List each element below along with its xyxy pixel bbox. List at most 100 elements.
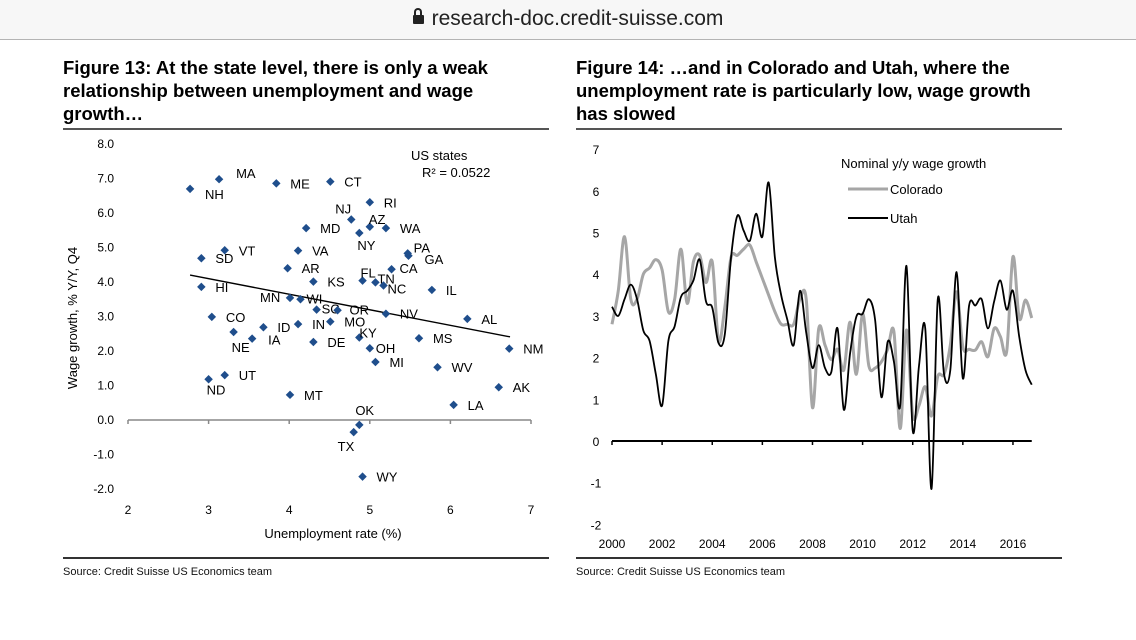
scatter-point-label: DE	[327, 335, 345, 350]
figure-14-bottom-rule	[576, 557, 1062, 559]
scatter-x-tick-label: 4	[286, 503, 293, 517]
scatter-x-axis-label: Unemployment rate (%)	[264, 526, 401, 541]
scatter-y-tick-label: 3.0	[97, 310, 114, 324]
scatter-point-hi	[197, 282, 206, 292]
scatter-point-ca	[387, 264, 396, 274]
scatter-point-ne	[229, 327, 238, 337]
scatter-point-me	[272, 179, 281, 188]
figure-13-source: Source: Credit Suisse US Economics team	[63, 566, 273, 578]
line-y-tick-label: 0	[593, 435, 600, 449]
line-x-tick-label: 2004	[699, 537, 726, 551]
scatter-point-label: GA	[424, 252, 443, 267]
scatter-point-label: TN	[377, 271, 394, 286]
scatter-point-mi	[371, 357, 380, 367]
scatter-point-label: ID	[277, 320, 290, 335]
scatter-point-md	[301, 223, 311, 233]
scatter-point-nh	[185, 184, 195, 194]
scatter-point-mt	[285, 390, 295, 400]
scatter-point-label: IN	[312, 317, 325, 332]
scatter-point-label: WI	[306, 291, 322, 306]
legend-label-utah: Utah	[890, 211, 917, 226]
scatter-point-label: WA	[400, 221, 421, 236]
url-text: research-doc.credit-suisse.com	[431, 7, 724, 30]
line-x-tick-label: 2006	[749, 537, 776, 551]
scatter-point-sd	[197, 253, 206, 263]
scatter-point-label: UT	[239, 368, 256, 383]
scatter-point-label: MO	[344, 315, 365, 330]
line-y-tick-label: 7	[593, 143, 600, 157]
scatter-point-label: SC	[322, 302, 340, 317]
scatter-point-label: NM	[523, 342, 543, 357]
scatter-point-nd	[204, 375, 213, 384]
line-y-tick-label: 5	[593, 227, 600, 241]
scatter-y-tick-label: -1.0	[93, 448, 114, 462]
scatter-point-ct	[326, 177, 335, 186]
scatter-point-label: CO	[226, 310, 246, 325]
scatter-point-label: OH	[376, 341, 396, 356]
line-series-utah	[611, 181, 1033, 490]
line-x-tick-label: 2002	[649, 537, 676, 551]
scatter-point-tx	[349, 427, 358, 437]
line-chart: Nominal y/y wage growth 2000 2002 2004 2006…	[591, 143, 1034, 551]
scatter-point-label: MN	[260, 290, 280, 305]
scatter-point-label: AL	[481, 312, 497, 327]
scatter-x-tick-label: 6	[447, 503, 454, 517]
line-y-tick-label: -1	[591, 477, 602, 491]
scatter-y-tick-label: 8.0	[97, 137, 114, 151]
scatter-point-ri	[365, 198, 375, 207]
scatter-x-tick-label: 3	[205, 503, 212, 517]
scatter-point-or	[333, 306, 342, 315]
scatter-x-tick-label: 5	[366, 503, 373, 517]
scatter-point-label: NV	[400, 307, 418, 322]
scatter-point-label: AK	[513, 380, 531, 395]
scatter-legend-series: US states	[411, 148, 468, 163]
scatter-point-de	[309, 337, 318, 347]
scatter-point-nv	[381, 309, 391, 318]
line-x-tick-label: 2016	[1000, 537, 1027, 551]
figure-13-bottom-rule	[63, 557, 549, 559]
scatter-y-tick-label: 1.0	[97, 379, 114, 393]
scatter-point-ok	[355, 420, 364, 430]
scatter-y-axis-label: Wage growth, % Y/Y, Q4	[65, 247, 80, 389]
scatter-point-ms	[414, 333, 424, 343]
scatter-point-label: WY	[377, 470, 398, 485]
browser-address-bar[interactable]: research-doc.credit-suisse.com	[0, 0, 1136, 40]
scatter-point-label: NJ	[335, 202, 351, 217]
scatter-point-label: AR	[302, 261, 320, 276]
scatter-point-label: KY	[359, 326, 377, 341]
line-y-tick-label: -2	[591, 518, 602, 532]
scatter-y-tick-label: 6.0	[97, 206, 114, 220]
scatter-x-tick-label: 7	[528, 503, 535, 517]
scatter-point-ut	[220, 370, 229, 380]
scatter-point-fl	[358, 276, 367, 285]
scatter-point-label: AZ	[369, 212, 386, 227]
scatter-point-ky	[355, 333, 364, 342]
scatter-point-label: ME	[290, 176, 310, 191]
url-display[interactable]: research-doc.credit-suisse.com	[0, 7, 1136, 31]
line-y-tick-label: 2	[593, 352, 600, 366]
scatter-point-label: NC	[388, 281, 407, 296]
scatter-point-mo	[326, 317, 335, 326]
scatter-point-label: OR	[350, 302, 370, 317]
scatter-point-mn	[285, 293, 295, 303]
scatter-point-ar	[283, 263, 292, 273]
scatter-y-tick-label: -2.0	[93, 482, 114, 496]
scatter-point-wa	[381, 223, 391, 233]
line-y-tick-label: 1	[593, 393, 600, 407]
scatter-point-label: HI	[215, 280, 228, 295]
scatter-point-label: MI	[389, 355, 403, 370]
scatter-point-label: PA	[414, 240, 431, 255]
scatter-point-label: IL	[446, 283, 457, 298]
scatter-point-label: MD	[320, 221, 340, 236]
line-y-tick-label: 4	[593, 268, 600, 282]
scatter-point-label: FL	[361, 266, 376, 281]
scatter-point-label: KS	[327, 275, 345, 290]
scatter-point-label: WV	[452, 360, 473, 375]
line-y-tick-label: 3	[593, 310, 600, 324]
scatter-point-label: SD	[215, 251, 233, 266]
figure-14-title: Figure 14: …and in Colorado and Utah, wh…	[576, 56, 1062, 130]
scatter-point-ia	[247, 334, 257, 343]
scatter-point-sc	[312, 305, 321, 314]
scatter-point-wv	[433, 362, 442, 372]
line-legend-title: Nominal y/y wage growth	[841, 156, 986, 171]
